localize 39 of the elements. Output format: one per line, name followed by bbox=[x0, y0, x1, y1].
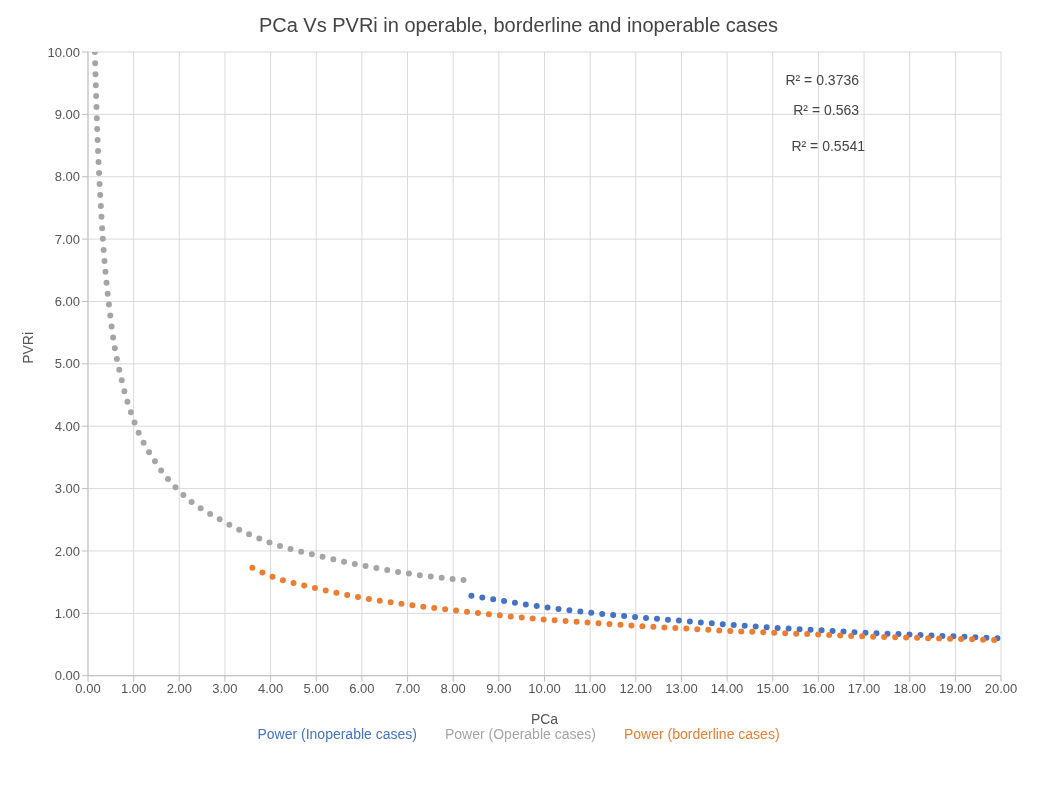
x-tick-label: 13.00 bbox=[665, 680, 698, 696]
x-tick-label: 1.00 bbox=[120, 680, 147, 696]
y-tick-label: 3.00 bbox=[54, 481, 80, 497]
y-tick-label: 9.00 bbox=[54, 106, 80, 122]
x-tick-label: 8.00 bbox=[440, 680, 466, 696]
annotation: R² = 0.5541 bbox=[791, 138, 865, 154]
y-tick-label: 8.00 bbox=[54, 169, 80, 185]
text: Power (Operable cases) bbox=[444, 725, 596, 742]
x-tick-label: 6.00 bbox=[349, 680, 375, 696]
x-tick-label: 3.00 bbox=[212, 680, 238, 696]
x-tick-label: 15.00 bbox=[756, 680, 790, 696]
annotation: R² = 0.3736 bbox=[785, 72, 859, 88]
x-tick-label: 18.00 bbox=[893, 680, 926, 696]
text: Power (Inoperable cases) bbox=[257, 725, 417, 742]
x-tick-label: 19.00 bbox=[939, 680, 972, 696]
x-tick-label: 10.00 bbox=[528, 680, 561, 696]
y-tick-label: 5.00 bbox=[54, 356, 80, 372]
x-tick-label: 16.00 bbox=[802, 680, 835, 696]
x-tick-label: 2.00 bbox=[166, 680, 192, 696]
x-tick-label: 20.00 bbox=[984, 680, 1018, 696]
y-tick-label: 4.00 bbox=[54, 418, 80, 434]
x-tick-label: 14.00 bbox=[710, 680, 744, 696]
x-tick-label: 4.00 bbox=[257, 680, 284, 696]
y-tick-label: 2.00 bbox=[54, 543, 80, 559]
x-tick-label: 12.00 bbox=[619, 680, 653, 696]
y-tick-label: 10.00 bbox=[47, 44, 80, 60]
x-tick-label: 5.00 bbox=[303, 680, 329, 696]
x-tick-label: 7.00 bbox=[394, 680, 421, 696]
y-tick-label: 1.00 bbox=[54, 605, 80, 621]
y-tick-label: 6.00 bbox=[54, 294, 80, 310]
x-axis-title: PCa bbox=[530, 710, 559, 727]
x-tick-label: 17.00 bbox=[847, 680, 881, 696]
x-tick-label: 9.00 bbox=[486, 680, 512, 696]
y-tick-label: 7.00 bbox=[54, 231, 80, 247]
annotation: R² = 0.563 bbox=[793, 102, 859, 118]
chart-title: PCa Vs PVRi in operable, borderline and inoperable cases bbox=[257, 13, 780, 38]
x-tick-label: 11.00 bbox=[574, 680, 606, 696]
y-axis-title: PVRi bbox=[19, 331, 36, 364]
text: Power (borderline cases) bbox=[623, 725, 780, 742]
